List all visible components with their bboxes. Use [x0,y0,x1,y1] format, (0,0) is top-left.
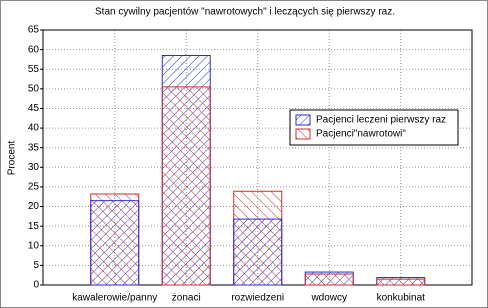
x-tick-label: wdowcy [310,293,347,304]
bar [233,218,283,286]
bar [376,278,426,286]
x-tick-label: rozwiedzeni [231,293,284,304]
y-tick-label: 10 [28,240,40,251]
y-tick-label: 60 [28,44,40,55]
legend-swatch [295,128,311,140]
x-tick-label: konkubinat [377,293,426,304]
bar [90,200,140,286]
legend-label: Pacjenci leczeni pierwszy raz [316,115,446,126]
bar [161,86,211,286]
y-tick-label: 45 [28,103,40,114]
y-tick-label: 25 [28,182,40,193]
y-tick-label: 30 [28,162,40,173]
y-tick-label: 50 [28,83,40,94]
legend-box [289,109,459,146]
y-tick-label: 40 [28,123,40,134]
y-tick-label: 5 [33,260,39,271]
y-tick-label: 55 [28,64,40,75]
y-tick-label: 15 [28,221,40,232]
y-tick-label: 35 [28,142,40,153]
x-tick-label: kawalerowie/panny [72,293,157,304]
bar [304,273,354,286]
y-tick-label: 20 [28,201,40,212]
legend-swatch [295,114,311,126]
y-tick-label: 65 [28,25,40,36]
y-axis-label: Procent [7,141,18,176]
chart-title: Stan cywilny pacjentów "nawrotowych" i l… [95,7,395,18]
x-tick-label: żonaci [172,293,201,304]
y-tick-label: 0 [33,280,39,291]
legend-label: Pacjenci"nawrotowi" [316,129,406,140]
